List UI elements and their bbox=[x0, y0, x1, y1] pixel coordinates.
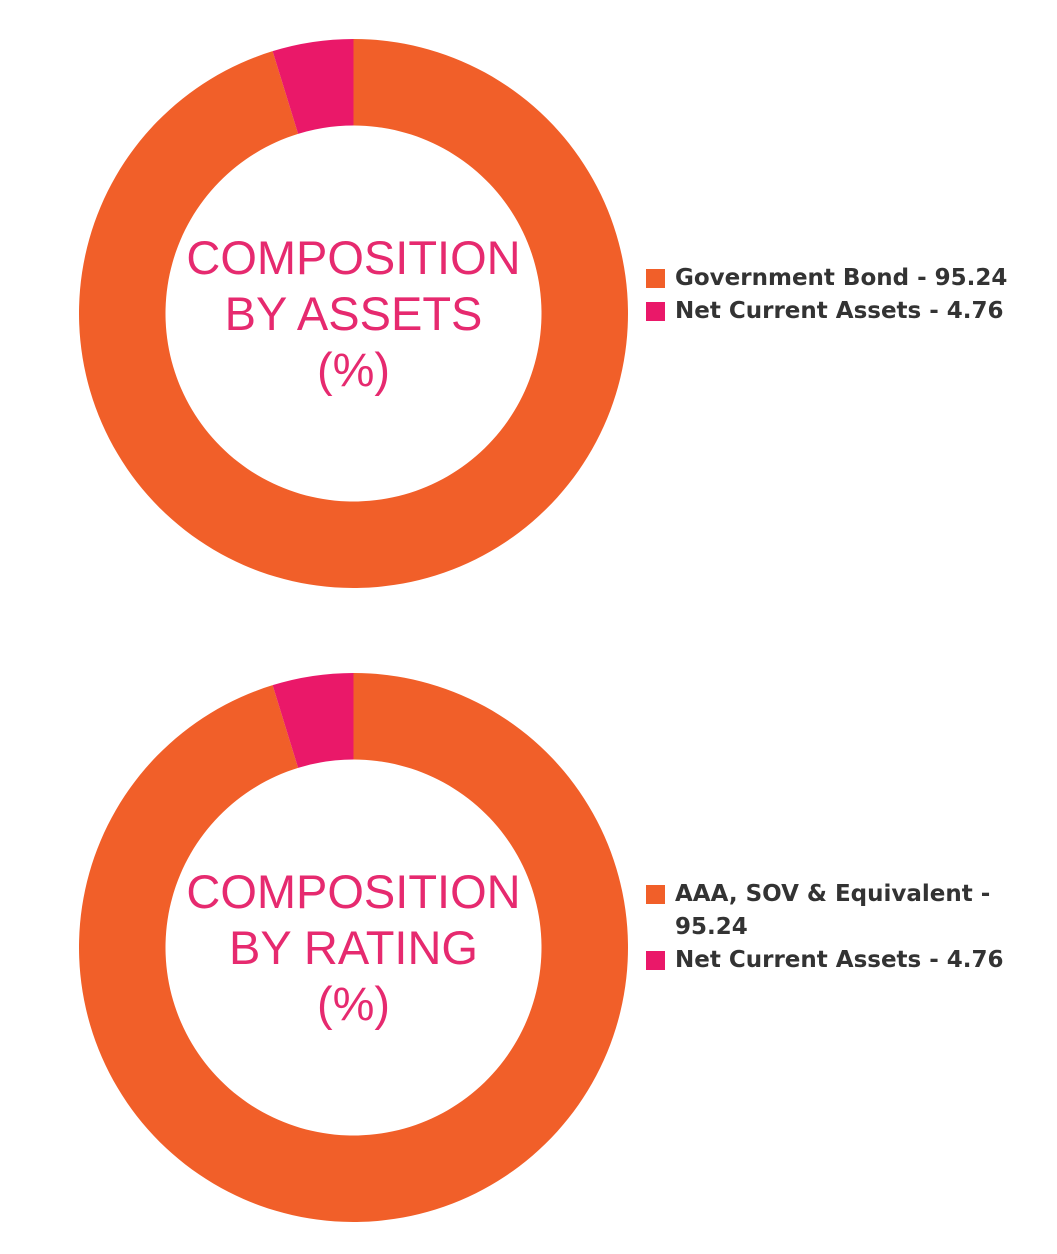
legend-item-government-bond: Government Bond - 95.24 bbox=[646, 262, 1026, 295]
legend-swatch-orange bbox=[646, 269, 665, 288]
donut-slice-net-current-assets bbox=[272, 673, 354, 768]
rating-legend: AAA, SOV & Equivalent - 95.24 Net Curren… bbox=[646, 878, 1004, 977]
legend-item-net-current-assets: Net Current Assets - 4.76 bbox=[646, 295, 1026, 328]
legend-swatch-orange bbox=[646, 885, 665, 904]
legend-item-net-current-assets: Net Current Assets - 4.76 bbox=[646, 944, 1004, 977]
legend-label: Net Current Assets - 4.76 bbox=[675, 947, 1004, 973]
rating-donut-chart bbox=[79, 673, 628, 1222]
donut-slice-aaa-sov-equivalent bbox=[79, 673, 628, 1222]
legend-label: Net Current Assets - 4.76 bbox=[675, 298, 1004, 324]
assets-composition-panel: COMPOSITION BY ASSETS (%) Government Bon… bbox=[0, 0, 1057, 620]
assets-legend: Government Bond - 95.24 Net Current Asse… bbox=[646, 262, 1026, 328]
legend-label: AAA, SOV & Equivalent - 95.24 bbox=[675, 881, 991, 940]
legend-label: Government Bond - 95.24 bbox=[675, 265, 1008, 291]
donut-slice-government-bond bbox=[79, 39, 628, 588]
assets-donut-chart bbox=[79, 39, 628, 588]
legend-item-aaa-sov: AAA, SOV & Equivalent - 95.24 bbox=[646, 878, 996, 944]
rating-composition-panel: COMPOSITION BY RATING (%) AAA, SOV & Equ… bbox=[0, 634, 1057, 1254]
donut-slice-net-current-assets bbox=[272, 39, 354, 134]
legend-swatch-pink bbox=[646, 302, 665, 321]
legend-swatch-pink bbox=[646, 951, 665, 970]
